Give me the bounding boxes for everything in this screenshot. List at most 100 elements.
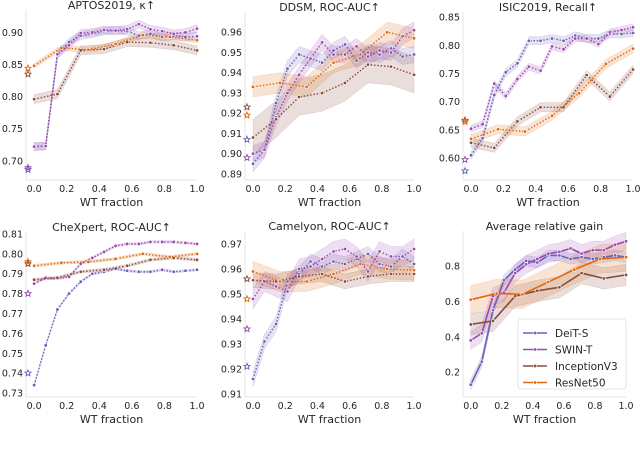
- data-point: [385, 266, 390, 271]
- confidence-band-deit-s: [470, 28, 634, 160]
- data-point: [148, 239, 153, 244]
- data-point: [171, 239, 176, 244]
- x-tick-label: 0.2: [59, 184, 74, 195]
- confidence-band-deit-s: [252, 35, 415, 173]
- data-point: [32, 263, 37, 268]
- x-axis-label: WT fraction: [80, 413, 143, 426]
- data-point: [492, 81, 497, 86]
- data-point: [503, 94, 508, 99]
- data-point: [411, 247, 416, 252]
- data-point: [320, 60, 325, 65]
- data-point: [494, 291, 499, 296]
- data-point: [480, 136, 485, 141]
- data-point: [607, 94, 612, 99]
- y-tick-label: 0.91: [221, 390, 242, 401]
- data-point: [140, 33, 145, 38]
- data-point: [354, 254, 359, 259]
- data-point: [590, 256, 595, 261]
- data-point: [568, 246, 573, 251]
- data-point: [513, 267, 518, 272]
- data-point: [66, 43, 71, 48]
- data-point: [490, 318, 495, 323]
- data-point: [388, 254, 393, 259]
- data-point: [251, 296, 256, 301]
- data-point: [183, 30, 188, 35]
- data-point: [32, 383, 37, 388]
- panel-1: APTOS2019, κ↑ 0.0 0.2 0.4 0.6 0.8 1.0 0.70 0.75 0…: [2, 0, 205, 209]
- data-point: [251, 376, 256, 381]
- data-point: [308, 264, 313, 269]
- data-point: [32, 144, 37, 149]
- x-tick-label: 0.0: [245, 184, 260, 195]
- data-point: [612, 242, 617, 247]
- legend-label: SWIN-T: [555, 345, 593, 357]
- data-point: [538, 105, 543, 110]
- data-point: [136, 269, 141, 274]
- data-point: [520, 292, 525, 297]
- data-point: [579, 251, 584, 256]
- data-point: [274, 117, 279, 122]
- data-point: [148, 40, 153, 45]
- data-point: [251, 269, 256, 274]
- data-point: [469, 140, 474, 145]
- data-point: [601, 276, 606, 281]
- baseline-star-marker: [23, 368, 33, 377]
- confidence-band-deit-s: [33, 267, 198, 387]
- data-point: [469, 126, 474, 131]
- data-point: [167, 254, 172, 259]
- data-point: [385, 30, 390, 35]
- data-point: [468, 297, 473, 302]
- y-tick-label: 0.94: [221, 315, 242, 326]
- data-point: [274, 284, 279, 289]
- data-point: [513, 271, 518, 276]
- data-point: [524, 262, 529, 267]
- data-point: [492, 145, 497, 150]
- y-tick-label: 0.75: [439, 69, 460, 80]
- data-point: [320, 264, 325, 269]
- y-tick-label: 0.85: [439, 13, 460, 24]
- data-point: [90, 30, 95, 35]
- data-point: [612, 253, 617, 258]
- data-point: [469, 136, 474, 141]
- data-point: [342, 52, 347, 57]
- x-tick-label: 0.6: [124, 184, 139, 195]
- data-point: [630, 30, 635, 35]
- data-point: [515, 119, 520, 124]
- data-point: [183, 240, 188, 245]
- data-point: [59, 260, 64, 265]
- data-point: [535, 288, 540, 293]
- data-point: [524, 258, 529, 263]
- panel-title: APTOS2019, κ↑: [68, 0, 155, 12]
- data-point: [377, 249, 382, 254]
- baseline-star-marker: [460, 115, 470, 124]
- x-tick-label: 1.0: [189, 401, 204, 412]
- data-point: [411, 28, 416, 33]
- data-point: [320, 271, 325, 276]
- data-point: [78, 279, 83, 284]
- data-point: [377, 48, 382, 53]
- x-tick-label: 0.8: [374, 184, 389, 195]
- y-tick-label: 0.70: [439, 97, 460, 108]
- data-point: [136, 22, 141, 27]
- data-point: [630, 67, 635, 72]
- series-line-inceptionv3: [34, 257, 198, 281]
- y-tick-label: 0.75: [2, 124, 23, 135]
- data-point: [148, 27, 153, 32]
- data-point: [623, 255, 628, 260]
- data-point: [125, 27, 130, 32]
- data-point: [148, 257, 153, 262]
- data-point: [561, 47, 566, 52]
- data-point: [411, 261, 416, 266]
- data-point: [358, 261, 363, 266]
- data-point: [523, 129, 528, 134]
- data-point: [285, 279, 290, 284]
- legend-marker: [532, 347, 537, 352]
- data-point: [550, 36, 555, 41]
- y-tick-label: 0.90: [221, 149, 242, 160]
- data-point: [365, 50, 370, 55]
- x-tick-label: 0.0: [464, 184, 479, 195]
- y-tick-label: 0.92: [221, 109, 242, 120]
- panel-title: Camelyon, ROC-AUC↑: [268, 220, 390, 233]
- data-point: [102, 27, 107, 32]
- data-point: [480, 122, 485, 127]
